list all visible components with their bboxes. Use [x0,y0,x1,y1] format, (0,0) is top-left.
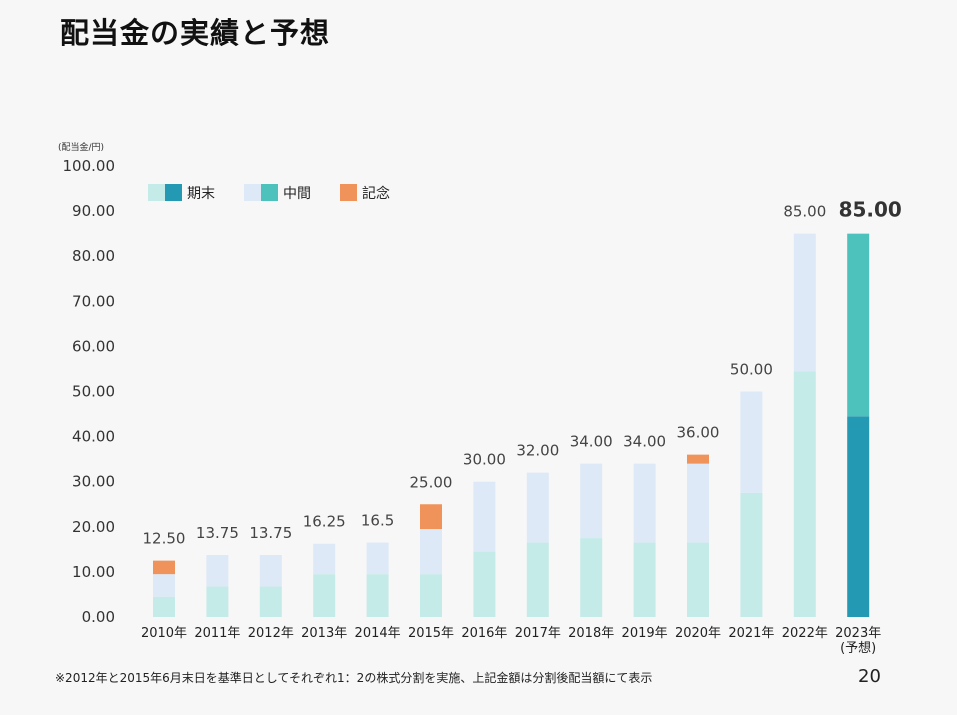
bar-segment-final-4 [366,574,389,617]
bar-total-label: 13.75 [249,524,292,542]
bar-segment-interim-12 [793,233,816,372]
bar-segment-final-0 [153,596,175,617]
bar-segment-interim-7 [526,472,549,543]
bar-segment-final-8 [580,538,603,617]
x-tick-label: 2023年 [835,626,881,641]
bar-total-label: 85.00 [839,198,902,222]
y-tick-label: 20.00 [72,518,115,536]
legend-swatch [165,184,182,201]
bar-segment-final-10 [687,542,709,617]
bar-segment-interim-6 [473,481,496,552]
y-tick-label: 40.00 [72,428,115,446]
bar-total-label: 16.5 [361,512,394,530]
bar-segment-final-5 [420,574,442,617]
x-tick-label: 2014年 [355,626,401,641]
legend-label: 期末 [187,186,215,202]
bar-segment-final-9 [633,542,656,617]
bar-segment-interim-0 [153,574,175,597]
x-tick-label: 2021年 [728,626,774,641]
x-tick-label: 2016年 [461,626,507,641]
x-tick-label: 2019年 [622,626,668,641]
x-tick-label: 2022年 [782,626,828,641]
bar-total-label: 13.75 [196,524,239,542]
bar-segment-final-1 [206,586,229,617]
bar-segment-final-11 [740,492,763,617]
y-tick-label: 10.00 [72,563,115,581]
bar-total-label: 25.00 [410,473,453,491]
y-tick-label: 60.00 [72,337,115,355]
y-tick-label: 100.00 [63,157,116,175]
bar-segment-interim-2 [259,554,282,587]
bar-segment-interim-8 [580,463,603,539]
page-number: 20 [858,666,881,687]
x-tick-label: 2012年 [248,626,294,641]
y-tick-label: 90.00 [72,202,115,220]
bar-segment-interim-1 [206,554,229,587]
y-tick-label: 50.00 [72,383,115,401]
bar-segment-final-6 [473,551,496,617]
bar-total-label: 30.00 [463,451,506,469]
bar-segment-interim-5 [420,529,442,575]
bar-total-label: 16.25 [303,513,346,531]
bar-total-label: 85.00 [783,203,826,221]
x-tick-label: 2017年 [515,626,561,641]
x-tick-label: 2010年 [141,626,187,641]
y-tick-label: 70.00 [72,292,115,310]
bar-segment-commemorative-0 [153,560,175,575]
y-tick-label: 80.00 [72,247,115,265]
page-title: 配当金の実績と予想 [60,16,331,50]
bar-total-label: 34.00 [570,433,613,451]
y-tick-label: 0.00 [82,608,115,626]
x-tick-label: 2013年 [301,626,347,641]
bar-total-label: 50.00 [730,361,773,379]
bar-segment-final-2 [259,586,282,617]
legend-label: 中間 [283,186,311,202]
legend-swatch [340,184,357,201]
x-tick-label: 2018年 [568,626,614,641]
footnote: ※2012年と2015年6月末日を基準日としてそれぞれ1：2の株式分割を実施、上… [55,671,653,685]
legend-label: 記念 [362,185,390,202]
x-tick-sublabel: (予想) [840,640,876,656]
bar-segment-final-13 [847,416,870,617]
y-tick-label: 30.00 [72,473,115,491]
bar-segment-final-3 [313,574,336,617]
bars [153,233,870,617]
legend-swatch [244,184,261,201]
bar-segment-final-7 [526,542,549,617]
bar-segment-commemorative-5 [420,504,442,530]
legend-swatch [261,184,278,201]
bar-segment-interim-3 [313,543,336,575]
bar-segment-interim-9 [633,463,656,543]
bar-segment-interim-4 [366,542,389,575]
bar-segment-interim-13 [847,233,870,417]
bar-segment-commemorative-10 [687,454,709,464]
y-axis-ticks: 0.00 10.00 20.00 30.00 40.00 50.00 60.00 70.00 8… [63,157,116,626]
value-labels: 12.50 13.75 13.75 16.25 16.5 25.00 30.00 32.00 3… [143,198,902,548]
x-tick-label: 2015年 [408,626,454,641]
bar-segment-final-12 [793,371,816,617]
x-tick-label: 2020年 [675,626,721,641]
bar-total-label: 34.00 [623,433,666,451]
legend-swatch [148,184,165,201]
y-axis-unit-label: (配当金/円) [58,141,104,153]
bar-total-label: 12.50 [143,530,186,548]
bar-total-label: 32.00 [516,442,559,460]
bar-segment-interim-11 [740,391,763,493]
x-tick-label: 2011年 [194,626,240,641]
bar-segment-interim-10 [687,463,709,543]
legend: 期末 中間 記念 [148,184,390,202]
bar-total-label: 36.00 [677,424,720,442]
x-axis-ticks: 2010年 2011年 2012年 2013年 2014年 2015年 2016年 2017年… [141,626,881,656]
